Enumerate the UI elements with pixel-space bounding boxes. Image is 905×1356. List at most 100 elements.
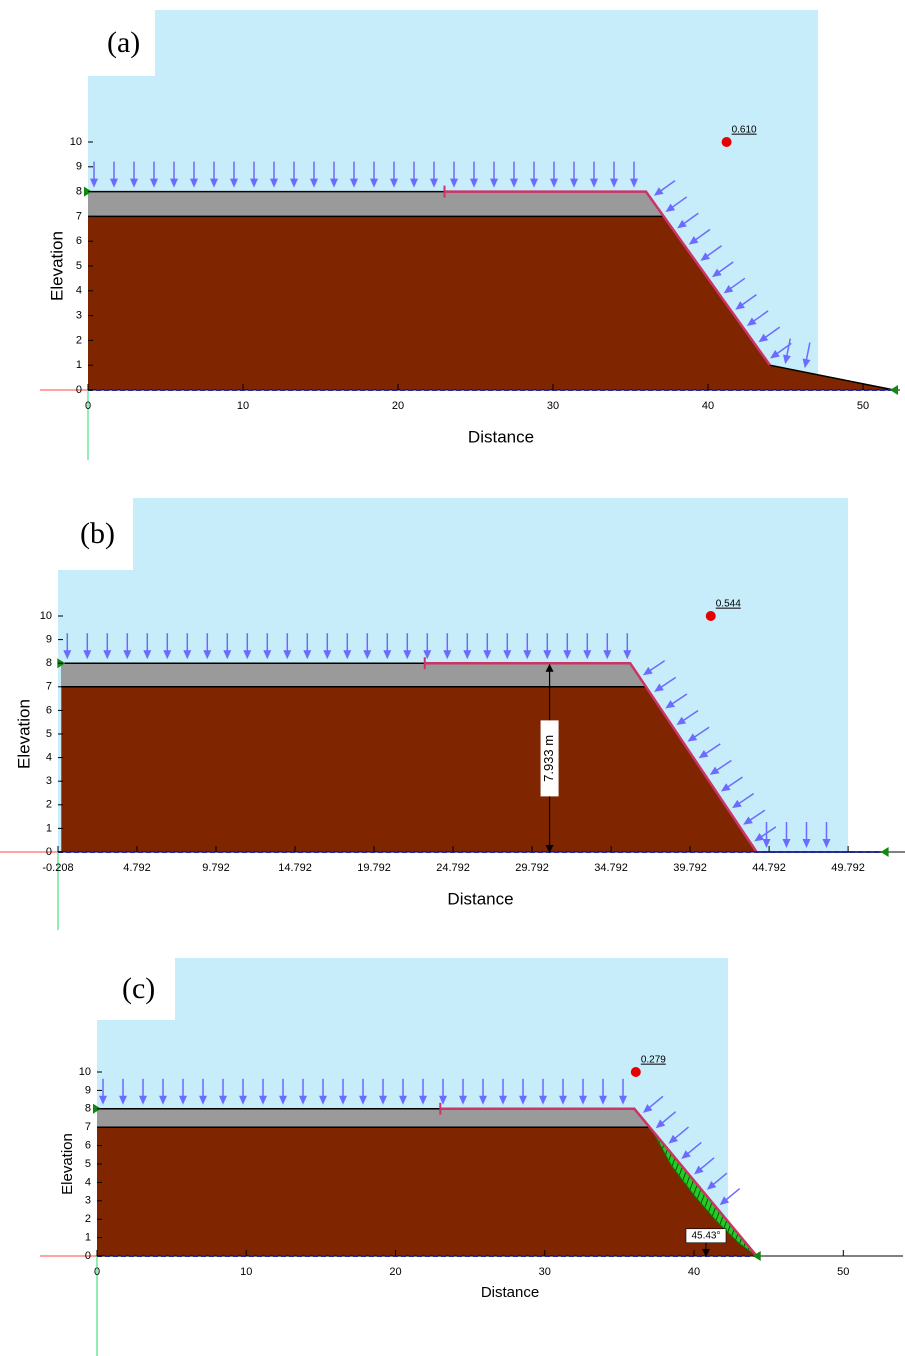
load-arrow	[647, 1095, 664, 1110]
load-arrow-head	[110, 178, 118, 188]
load-arrow-head	[239, 1095, 247, 1105]
y-tick-label: 3	[85, 1195, 91, 1207]
load-arrow-head	[183, 650, 192, 660]
x-tick-label: 39.792	[673, 862, 707, 874]
load-arrow	[714, 759, 732, 773]
fos-label: 0.279	[641, 1055, 666, 1066]
load-arrow-head	[559, 1095, 567, 1105]
load-arrow-head	[170, 178, 178, 188]
load-arrow	[728, 277, 746, 291]
load-arrow-head	[203, 650, 212, 660]
load-arrow-head	[539, 1095, 547, 1105]
x-tick-label: 34.792	[594, 862, 628, 874]
panel-label-box	[97, 958, 175, 1020]
right-boundary-marker	[880, 847, 889, 857]
load-arrow-head	[709, 766, 720, 775]
load-arrow-head	[99, 1095, 107, 1105]
load-arrow-head	[712, 268, 722, 278]
load-arrow-head	[423, 650, 432, 660]
load-arrow-head	[150, 178, 158, 188]
load-arrow-head	[279, 1095, 287, 1105]
y-tick-label: 6	[85, 1140, 91, 1152]
load-arrow-head	[470, 178, 478, 188]
x-tick-label: 10	[237, 400, 249, 412]
y-tick-label: 0	[46, 846, 52, 858]
load-arrow-head	[783, 354, 791, 365]
y-axis-label: Elevation	[14, 699, 33, 769]
load-arrow-head	[655, 1119, 666, 1129]
y-tick-label: 1	[46, 822, 52, 834]
x-tick-label: 19.792	[357, 862, 391, 874]
y-tick-label: 9	[85, 1084, 91, 1096]
x-tick-label: 50	[837, 1266, 849, 1278]
load-arrow-head	[677, 219, 687, 229]
load-arrow-head	[270, 178, 278, 188]
slip-surface	[424, 661, 758, 853]
y-tick-label: 8	[76, 186, 82, 198]
load-arrow-head	[410, 178, 418, 188]
x-tick-label: 20	[392, 400, 404, 412]
load-arrow-head	[802, 839, 811, 848]
x-tick-label: 0	[94, 1266, 100, 1278]
load-arrow	[762, 326, 781, 340]
x-tick-label: 14.792	[278, 862, 312, 874]
y-tick-label: 7	[85, 1121, 91, 1133]
load-arrow-head	[450, 178, 458, 188]
load-arrow-head	[735, 301, 745, 310]
load-arrow	[669, 196, 688, 210]
panel-label-box	[58, 498, 133, 570]
load-arrow-head	[479, 1095, 487, 1105]
y-tick-label: 10	[70, 136, 82, 148]
slip-surface	[444, 190, 772, 366]
soil-area	[88, 191, 894, 390]
load-arrow	[647, 660, 666, 673]
load-arrow-head	[259, 1095, 267, 1105]
x-tick-label: -0.208	[42, 862, 73, 874]
load-arrow-head	[762, 839, 771, 848]
x-tick-label: 49.792	[831, 862, 865, 874]
load-arrow-head	[383, 650, 392, 660]
load-arrow-head	[299, 1095, 307, 1105]
load-arrow-head	[103, 650, 112, 660]
y-tick-label: 4	[85, 1176, 91, 1188]
load-arrow-head	[319, 1095, 327, 1105]
load-arrow-head	[758, 333, 769, 343]
load-arrow-head	[732, 799, 742, 809]
load-arrow-head	[419, 1095, 427, 1105]
angle-label: 45.43°	[691, 1230, 720, 1241]
load-arrow-head	[719, 1196, 730, 1206]
load-arrow-head	[665, 203, 676, 213]
load-arrow	[704, 245, 722, 259]
load-arrow	[659, 1111, 677, 1126]
load-arrow	[693, 228, 711, 242]
x-tick-label: 40	[688, 1266, 700, 1278]
load-arrow-head	[642, 1104, 653, 1113]
load-arrow-head	[570, 178, 578, 188]
load-arrow-head	[123, 650, 132, 660]
load-arrow	[681, 212, 699, 226]
y-tick-label: 10	[79, 1066, 91, 1078]
load-arrow-head	[250, 178, 258, 188]
load-arrow-head	[782, 839, 791, 848]
load-arrow	[669, 693, 688, 706]
upper-layer	[61, 663, 646, 687]
load-arrow-head	[706, 1180, 717, 1190]
y-tick-label: 2	[76, 334, 82, 346]
load-arrow-head	[463, 650, 472, 660]
y-axis-label: Elevation	[47, 231, 66, 301]
load-arrow-head	[610, 178, 618, 188]
load-arrow-head	[723, 284, 734, 294]
x-tick-label: 0	[85, 400, 91, 412]
load-arrow-head	[63, 650, 72, 660]
x-axis-label: Distance	[481, 1284, 539, 1301]
right-boundary-marker	[752, 1251, 761, 1261]
soil-area	[61, 663, 885, 852]
panel-label: (c)	[122, 972, 155, 1005]
load-arrow	[711, 1172, 728, 1187]
load-arrow-head	[802, 358, 811, 369]
load-arrow-head	[623, 650, 632, 660]
x-axis-label: Distance	[468, 427, 534, 446]
load-arrow	[658, 180, 676, 193]
load-arrow-head	[199, 1095, 207, 1105]
